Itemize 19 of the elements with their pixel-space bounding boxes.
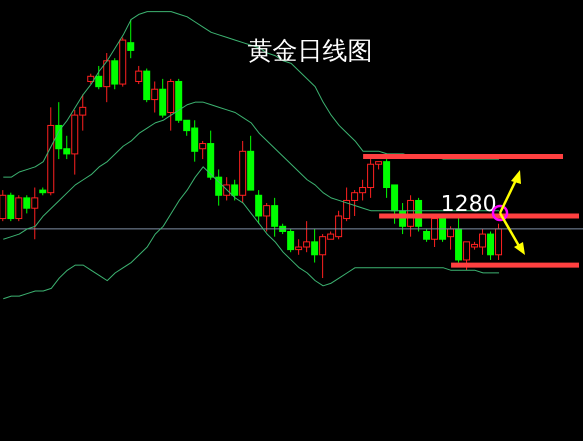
candlestick <box>87 73 94 85</box>
annotation: 1280 <box>440 192 497 217</box>
candlestick <box>151 80 158 114</box>
candlestick <box>199 140 206 160</box>
candlestick <box>135 65 142 85</box>
candlestick <box>215 168 222 206</box>
candlestick <box>423 228 430 242</box>
candlestick <box>127 18 134 59</box>
candlestick <box>7 192 14 222</box>
candlestick <box>487 230 494 260</box>
candlestick <box>311 228 318 264</box>
candlestick <box>111 58 118 90</box>
candlestick <box>31 187 38 240</box>
candlestick <box>263 202 270 232</box>
candlestick <box>23 194 30 214</box>
candlestick <box>15 194 22 222</box>
candlestick <box>95 65 102 90</box>
candlestick <box>255 190 262 224</box>
candlestick <box>231 179 238 201</box>
